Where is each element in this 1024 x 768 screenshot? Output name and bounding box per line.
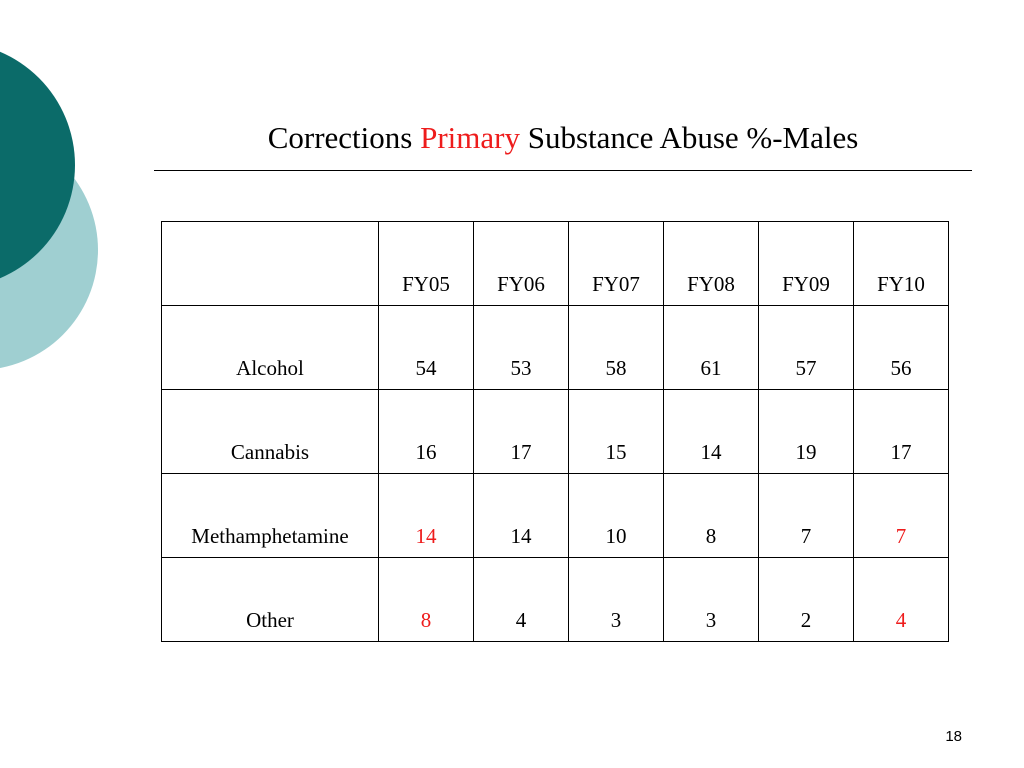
table-cell: 3 (663, 557, 759, 642)
table-cell: 3 (568, 557, 664, 642)
header-cell-blank (161, 221, 379, 306)
header-cell-fy10: FY10 (853, 221, 949, 306)
header-cell-fy05: FY05 (378, 221, 474, 306)
header-row: FY05 FY06 FY07 FY08 FY09 FY10 (161, 221, 949, 306)
row-label: Methamphetamine (161, 473, 379, 558)
table-cell: 7 (758, 473, 854, 558)
table-cell: 14 (663, 389, 759, 474)
table-cell: 16 (378, 389, 474, 474)
table-cell: 56 (853, 305, 949, 390)
header-cell-fy07: FY07 (568, 221, 664, 306)
table-row-alcohol: Alcohol 54 53 58 61 57 56 (161, 305, 949, 390)
slide-title: Corrections Primary Substance Abuse %-Ma… (154, 118, 972, 158)
table-cell: 2 (758, 557, 854, 642)
dark-teal-circle (0, 51, 75, 279)
header-cell-fy09: FY09 (758, 221, 854, 306)
header-cell-fy08: FY08 (663, 221, 759, 306)
table-cell: 8 (663, 473, 759, 558)
table-cell: 54 (378, 305, 474, 390)
table-cell: 8 (378, 557, 474, 642)
table-cell: 10 (568, 473, 664, 558)
row-label: Cannabis (161, 389, 379, 474)
table-cell: 14 (378, 473, 474, 558)
title-divider (154, 170, 972, 171)
table-row-methamphetamine: Methamphetamine 14 14 10 8 7 7 (161, 473, 949, 558)
table-cell: 17 (853, 389, 949, 474)
title-part-3: Substance Abuse %-Males (519, 120, 859, 155)
table-cell: 4 (473, 557, 569, 642)
table-row-cannabis: Cannabis 16 17 15 14 19 17 (161, 389, 949, 474)
substance-abuse-table: FY05 FY06 FY07 FY08 FY09 FY10 Alcohol 54… (161, 221, 949, 642)
table-cell: 15 (568, 389, 664, 474)
table-cell: 58 (568, 305, 664, 390)
row-label: Other (161, 557, 379, 642)
title-part-1: Corrections (267, 120, 421, 155)
table-cell: 19 (758, 389, 854, 474)
title-highlight-primary: Primary (420, 120, 520, 155)
decorative-circles (0, 51, 98, 368)
table-cell: 14 (473, 473, 569, 558)
row-label: Alcohol (161, 305, 379, 390)
table-cell: 53 (473, 305, 569, 390)
table-cell: 7 (853, 473, 949, 558)
table-cell: 17 (473, 389, 569, 474)
table-cell: 57 (758, 305, 854, 390)
table-row-other: Other 8 4 3 3 2 4 (161, 557, 949, 642)
header-cell-fy06: FY06 (473, 221, 569, 306)
table-cell: 61 (663, 305, 759, 390)
page-number: 18 (945, 728, 962, 745)
table-cell: 4 (853, 557, 949, 642)
